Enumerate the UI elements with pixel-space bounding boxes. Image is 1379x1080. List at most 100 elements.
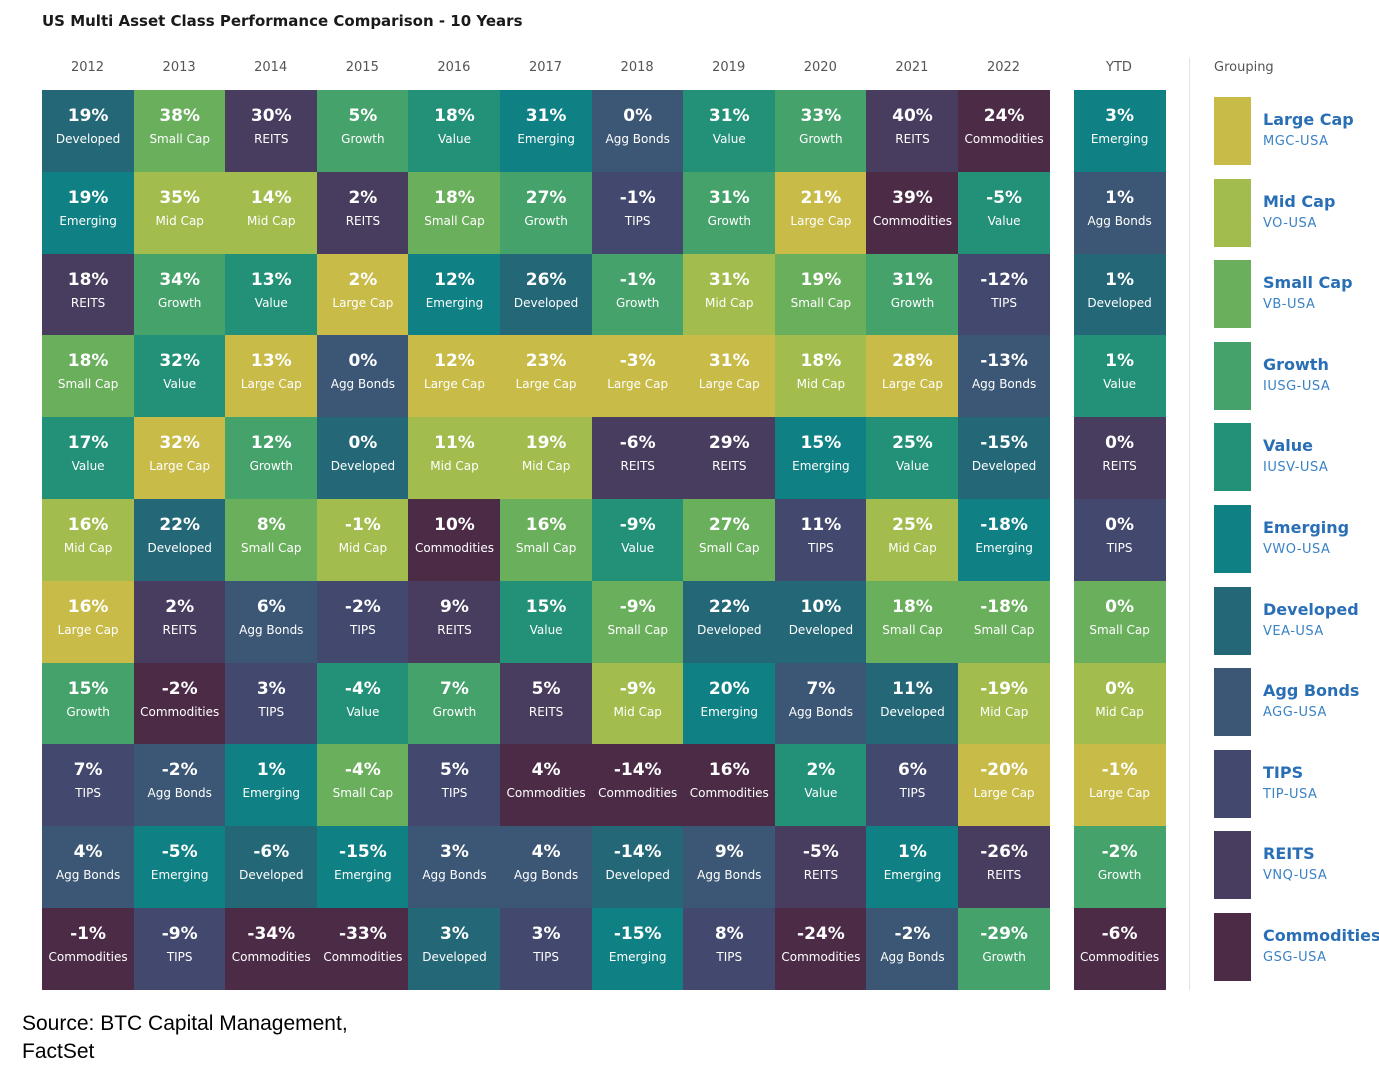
cell-return: 2% xyxy=(348,187,378,208)
cell-return: 3% xyxy=(531,924,561,944)
grid-cell: -5% Value xyxy=(958,171,1051,255)
grid-cell: -15% Emerging xyxy=(591,908,684,991)
cell-return: -1% xyxy=(1101,760,1138,781)
cell-asset-label: Growth xyxy=(707,213,751,228)
grid-cell: -9% Mid Cap xyxy=(591,662,684,745)
cell-return: 31% xyxy=(708,351,750,372)
grid-cell: -34% Commodities xyxy=(225,908,318,991)
cell-asset-label: Mid Cap xyxy=(1095,704,1144,719)
cell-return: 1% xyxy=(898,842,927,863)
cell-asset-label: Large Cap xyxy=(698,377,760,392)
cell-return: 11% xyxy=(892,678,933,699)
cell-return: -4% xyxy=(344,678,381,699)
grid-cell: 19% Emerging xyxy=(42,171,135,255)
grid-cell: 5% REITS xyxy=(500,662,593,745)
cell-asset-label: Commodities xyxy=(48,950,128,964)
cell-return: 4% xyxy=(531,842,561,863)
column-header: YTD xyxy=(1106,60,1132,75)
grid-cell: 2% REITS xyxy=(316,171,409,255)
cell-return: -9% xyxy=(619,515,656,535)
grid-cell: 0% Agg Bonds xyxy=(591,90,684,173)
grid-cell: 11% Developed xyxy=(866,662,959,745)
cell-return: 2% xyxy=(806,760,836,781)
grid-cell: -18% Small Cap xyxy=(958,580,1051,664)
grid-cell: 18% Small Cap xyxy=(408,171,501,255)
cell-return: -12% xyxy=(980,269,1028,290)
legend-swatch xyxy=(1214,341,1251,410)
grid-cell: 3% TIPS xyxy=(500,908,593,991)
cell-asset-label: Value xyxy=(1103,377,1137,392)
grid-cell: 29% REITS xyxy=(683,417,776,500)
cell-return: 13% xyxy=(250,351,292,372)
grid-cell: 9% REITS xyxy=(408,580,501,664)
cell-return: 10% xyxy=(434,515,475,535)
grid-cell: 0% TIPS xyxy=(1073,499,1166,582)
cell-return: -33% xyxy=(339,924,387,944)
column-header: 2012 xyxy=(70,60,105,75)
cell-asset-label: Value xyxy=(438,132,471,146)
cell-return: 18% xyxy=(67,351,109,372)
cell-return: 4% xyxy=(531,760,561,781)
cell-asset-label: TIPS xyxy=(899,786,926,801)
legend-label: Small Cap xyxy=(1263,273,1353,293)
cell-return: -6% xyxy=(1101,924,1138,944)
cell-return: 18% xyxy=(67,269,109,290)
cell-return: 9% xyxy=(714,842,744,863)
cell-return: -2% xyxy=(894,924,931,944)
cell-asset-label: REITS xyxy=(345,213,381,228)
cell-return: 31% xyxy=(708,106,750,126)
cell-return: 31% xyxy=(892,269,933,290)
grid-cell: 1% Emerging xyxy=(866,826,959,909)
cell-return: 0% xyxy=(623,106,653,126)
cell-asset-label: Small Cap xyxy=(515,541,577,555)
cell-asset-label: Mid Cap xyxy=(155,213,204,228)
cell-asset-label: Small Cap xyxy=(1089,622,1150,637)
cell-return: -2% xyxy=(344,596,381,617)
cell-asset-label: Agg Bonds xyxy=(330,377,396,392)
cell-return: 14% xyxy=(250,187,292,208)
cell-return: 3% xyxy=(440,842,469,863)
cell-asset-label: REITS xyxy=(1102,459,1137,474)
cell-return: -2% xyxy=(161,760,198,781)
cell-asset-label: TIPS xyxy=(166,950,193,964)
cell-asset-label: Commodities xyxy=(414,541,495,555)
grid-cell: -1% Commodities xyxy=(42,908,135,991)
grid-cell: -4% Small Cap xyxy=(316,744,409,827)
cell-return: -13% xyxy=(980,351,1028,372)
cell-return: 1% xyxy=(1105,269,1135,290)
cell-return: -18% xyxy=(980,515,1028,535)
cell-return: 12% xyxy=(434,269,475,290)
cell-return: 0% xyxy=(1105,678,1135,699)
grid-cell: 5% Growth xyxy=(316,90,409,173)
legend-label: REITS xyxy=(1263,844,1315,864)
legend-swatch xyxy=(1214,178,1251,247)
grid-cell: 38% Small Cap xyxy=(133,90,226,173)
cell-asset-label: REITS xyxy=(895,132,930,146)
cell-asset-label: Value xyxy=(254,295,288,310)
cell-asset-label: Agg Bonds xyxy=(788,704,854,719)
cell-return: -1% xyxy=(619,187,656,208)
grid-cell: -6% Developed xyxy=(225,826,318,909)
legend-label: Commodities xyxy=(1263,926,1379,945)
cell-return: 19% xyxy=(525,433,567,454)
grid-cell: 8% Small Cap xyxy=(225,499,318,582)
cell-asset-label: Agg Bonds xyxy=(697,868,762,883)
cell-asset-label: Small Cap xyxy=(699,541,760,555)
cell-return: 12% xyxy=(250,433,292,454)
grid-cell: 7% Growth xyxy=(408,662,501,745)
grid-cell: 2% Large Cap xyxy=(316,253,409,336)
grid-cell: 25% Mid Cap xyxy=(866,499,959,582)
grid-cell: 33% Growth xyxy=(774,90,867,173)
legend-ticker: VWO-USA xyxy=(1263,542,1331,557)
grid-cell: -9% Value xyxy=(591,499,684,582)
grid-cell: 17% Value xyxy=(42,417,135,500)
cell-asset-label: REITS xyxy=(620,459,655,474)
grid-cell: 14% Mid Cap xyxy=(225,171,318,255)
grid-cell: 3% TIPS xyxy=(225,662,318,745)
grid-cell: -9% Small Cap xyxy=(591,580,684,664)
grid-cell: 18% Small Cap xyxy=(42,335,135,418)
cell-return: 11% xyxy=(800,515,842,535)
cell-asset-label: Large Cap xyxy=(149,459,211,474)
grid-cell: 0% Small Cap xyxy=(1073,580,1166,664)
cell-asset-label: Mid Cap xyxy=(430,459,479,474)
